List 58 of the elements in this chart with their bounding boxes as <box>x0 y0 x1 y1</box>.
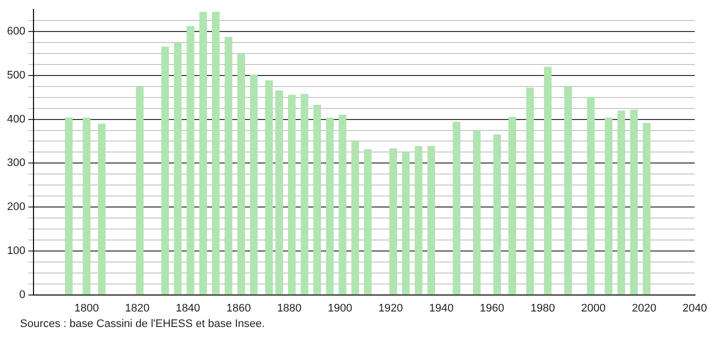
bar <box>452 122 460 295</box>
source-note: Sources : base Cassini de l'EHESS et base Insee. <box>19 318 266 330</box>
bar <box>82 118 90 295</box>
bar <box>414 146 422 295</box>
bar <box>642 122 650 295</box>
bar <box>473 130 481 295</box>
bar <box>389 148 398 295</box>
y-tick-label: 500 <box>6 69 26 82</box>
bar <box>98 124 106 295</box>
bar <box>212 12 220 295</box>
x-tick-label: 1940 <box>429 302 454 314</box>
bar <box>564 86 572 295</box>
bar <box>364 149 372 295</box>
x-tick-label: 1840 <box>176 302 200 314</box>
x-tick-label: 2040 <box>682 302 708 314</box>
x-tick-label: 1880 <box>277 302 302 314</box>
x-tick-label: 1900 <box>328 302 352 314</box>
bar <box>427 146 436 295</box>
x-tick-label: 2000 <box>581 302 606 314</box>
bar <box>617 110 626 295</box>
bar <box>186 26 194 295</box>
bar <box>326 118 334 295</box>
bar <box>265 80 273 295</box>
bar <box>288 94 296 295</box>
bar <box>313 104 322 295</box>
bar <box>544 66 552 295</box>
bar <box>526 88 534 295</box>
x-tick-label: 1820 <box>125 302 150 314</box>
bar <box>508 116 516 295</box>
y-tick-label: 100 <box>6 244 26 257</box>
x-tick-label: 1800 <box>74 302 99 314</box>
bar <box>199 12 207 295</box>
bar <box>161 46 169 295</box>
bar <box>65 118 73 295</box>
bar <box>493 134 501 295</box>
y-tick-label: 200 <box>6 201 26 214</box>
bar <box>237 53 245 295</box>
bar <box>402 151 410 295</box>
bar <box>224 36 232 295</box>
bar <box>136 86 144 295</box>
x-tick-label: 1920 <box>378 302 403 314</box>
y-tick-label: 0 <box>19 288 26 301</box>
bar <box>338 114 346 295</box>
x-tick-label: 1980 <box>530 302 555 314</box>
x-tick-label: 1860 <box>226 302 251 314</box>
x-tick-label: 1960 <box>480 302 504 314</box>
x-tick-label: 2020 <box>632 302 656 314</box>
bar <box>275 90 283 295</box>
bar <box>630 110 638 295</box>
bar <box>250 74 258 295</box>
bar <box>174 42 182 295</box>
bar <box>300 94 308 295</box>
bar <box>604 118 612 295</box>
y-tick-label: 600 <box>6 26 26 38</box>
y-tick-label: 300 <box>6 157 26 170</box>
bar <box>587 97 595 295</box>
y-tick-label: 400 <box>6 113 26 126</box>
bar <box>351 140 360 295</box>
